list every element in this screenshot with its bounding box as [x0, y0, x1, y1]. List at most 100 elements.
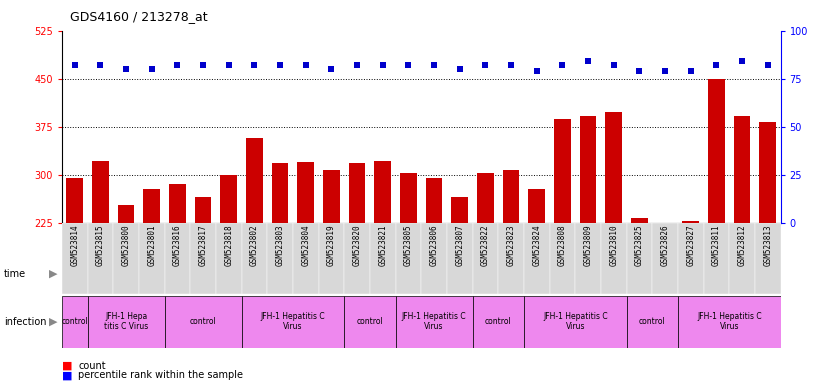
Text: time: time	[4, 268, 26, 279]
Text: control: control	[485, 317, 511, 326]
Text: 48 hours: 48 hours	[681, 268, 727, 279]
FancyBboxPatch shape	[216, 223, 241, 294]
Point	[248, 62, 261, 68]
Text: control: control	[61, 317, 88, 326]
Bar	[118, 205, 135, 367]
Point	[197, 62, 210, 68]
FancyBboxPatch shape	[549, 223, 575, 294]
Point	[761, 62, 774, 68]
Text: JFH-1 Hepatitis C
Virus: JFH-1 Hepatitis C Virus	[401, 312, 467, 331]
Text: percentile rank within the sample: percentile rank within the sample	[78, 370, 244, 380]
Text: GDS4160 / 213278_at: GDS4160 / 213278_at	[70, 10, 208, 23]
FancyBboxPatch shape	[62, 257, 164, 290]
Point	[428, 62, 441, 68]
FancyBboxPatch shape	[678, 223, 704, 294]
Text: GSM523820: GSM523820	[353, 225, 362, 266]
Text: GSM523823: GSM523823	[506, 225, 515, 266]
Bar	[297, 162, 314, 367]
FancyBboxPatch shape	[190, 223, 216, 294]
Text: control: control	[638, 317, 666, 326]
Text: GSM523827: GSM523827	[686, 225, 695, 266]
Text: GSM523802: GSM523802	[250, 225, 259, 266]
Bar	[580, 116, 596, 367]
Bar	[195, 197, 211, 367]
Bar	[529, 189, 545, 367]
Bar	[452, 197, 468, 367]
FancyBboxPatch shape	[396, 223, 421, 294]
Point	[69, 62, 82, 68]
Point	[350, 62, 363, 68]
Text: ▶: ▶	[50, 316, 58, 327]
Bar	[400, 173, 417, 367]
Point	[325, 66, 338, 72]
Text: GSM523824: GSM523824	[532, 225, 541, 266]
Text: infection: infection	[4, 316, 46, 327]
Point	[684, 68, 697, 74]
Text: GSM523816: GSM523816	[173, 225, 182, 266]
Bar	[272, 163, 288, 367]
FancyBboxPatch shape	[472, 257, 627, 290]
Point	[145, 66, 159, 72]
FancyBboxPatch shape	[704, 223, 729, 294]
Text: GSM523819: GSM523819	[327, 225, 336, 266]
Bar	[349, 163, 365, 367]
Text: ■: ■	[62, 361, 73, 371]
FancyBboxPatch shape	[113, 223, 139, 294]
Point	[453, 66, 467, 72]
FancyBboxPatch shape	[627, 223, 653, 294]
Bar	[323, 170, 339, 367]
Text: GSM523814: GSM523814	[70, 225, 79, 266]
Text: JFH-1 Hepatitis C
Virus: JFH-1 Hepatitis C Virus	[697, 312, 762, 331]
Bar	[554, 119, 571, 367]
Point	[94, 62, 107, 68]
Point	[120, 66, 133, 72]
Point	[222, 62, 235, 68]
FancyBboxPatch shape	[62, 223, 88, 294]
Bar	[733, 116, 750, 367]
FancyBboxPatch shape	[344, 223, 370, 294]
Bar	[425, 178, 443, 367]
Bar	[503, 170, 520, 367]
Text: ▶: ▶	[50, 268, 58, 279]
FancyBboxPatch shape	[164, 257, 344, 290]
Text: control: control	[190, 317, 216, 326]
Bar	[657, 226, 673, 367]
Point	[582, 58, 595, 65]
Text: 6 hours: 6 hours	[93, 268, 133, 279]
Bar	[66, 178, 83, 367]
Point	[633, 68, 646, 74]
FancyBboxPatch shape	[164, 296, 241, 348]
Bar	[477, 173, 494, 367]
Text: GSM523815: GSM523815	[96, 225, 105, 266]
Text: control: control	[357, 317, 383, 326]
FancyBboxPatch shape	[344, 257, 472, 290]
Bar	[631, 218, 648, 367]
Point	[505, 62, 518, 68]
FancyBboxPatch shape	[139, 223, 164, 294]
Text: count: count	[78, 361, 106, 371]
Text: GSM523811: GSM523811	[712, 225, 721, 266]
Bar	[708, 79, 724, 367]
FancyBboxPatch shape	[601, 223, 627, 294]
Bar	[169, 184, 186, 367]
Text: GSM523805: GSM523805	[404, 225, 413, 266]
FancyBboxPatch shape	[729, 223, 755, 294]
FancyBboxPatch shape	[319, 223, 344, 294]
Text: GSM523806: GSM523806	[430, 225, 439, 266]
FancyBboxPatch shape	[370, 223, 396, 294]
FancyBboxPatch shape	[498, 223, 524, 294]
FancyBboxPatch shape	[421, 223, 447, 294]
Bar	[221, 175, 237, 367]
FancyBboxPatch shape	[678, 296, 781, 348]
FancyBboxPatch shape	[627, 296, 678, 348]
FancyBboxPatch shape	[524, 223, 549, 294]
Text: GSM523813: GSM523813	[763, 225, 772, 266]
Bar	[605, 112, 622, 367]
Text: 24 hours: 24 hours	[527, 268, 572, 279]
FancyBboxPatch shape	[344, 296, 396, 348]
Text: GSM523809: GSM523809	[584, 225, 592, 266]
FancyBboxPatch shape	[88, 223, 113, 294]
Point	[556, 62, 569, 68]
Text: GSM523812: GSM523812	[738, 225, 747, 266]
Text: GSM523801: GSM523801	[147, 225, 156, 266]
